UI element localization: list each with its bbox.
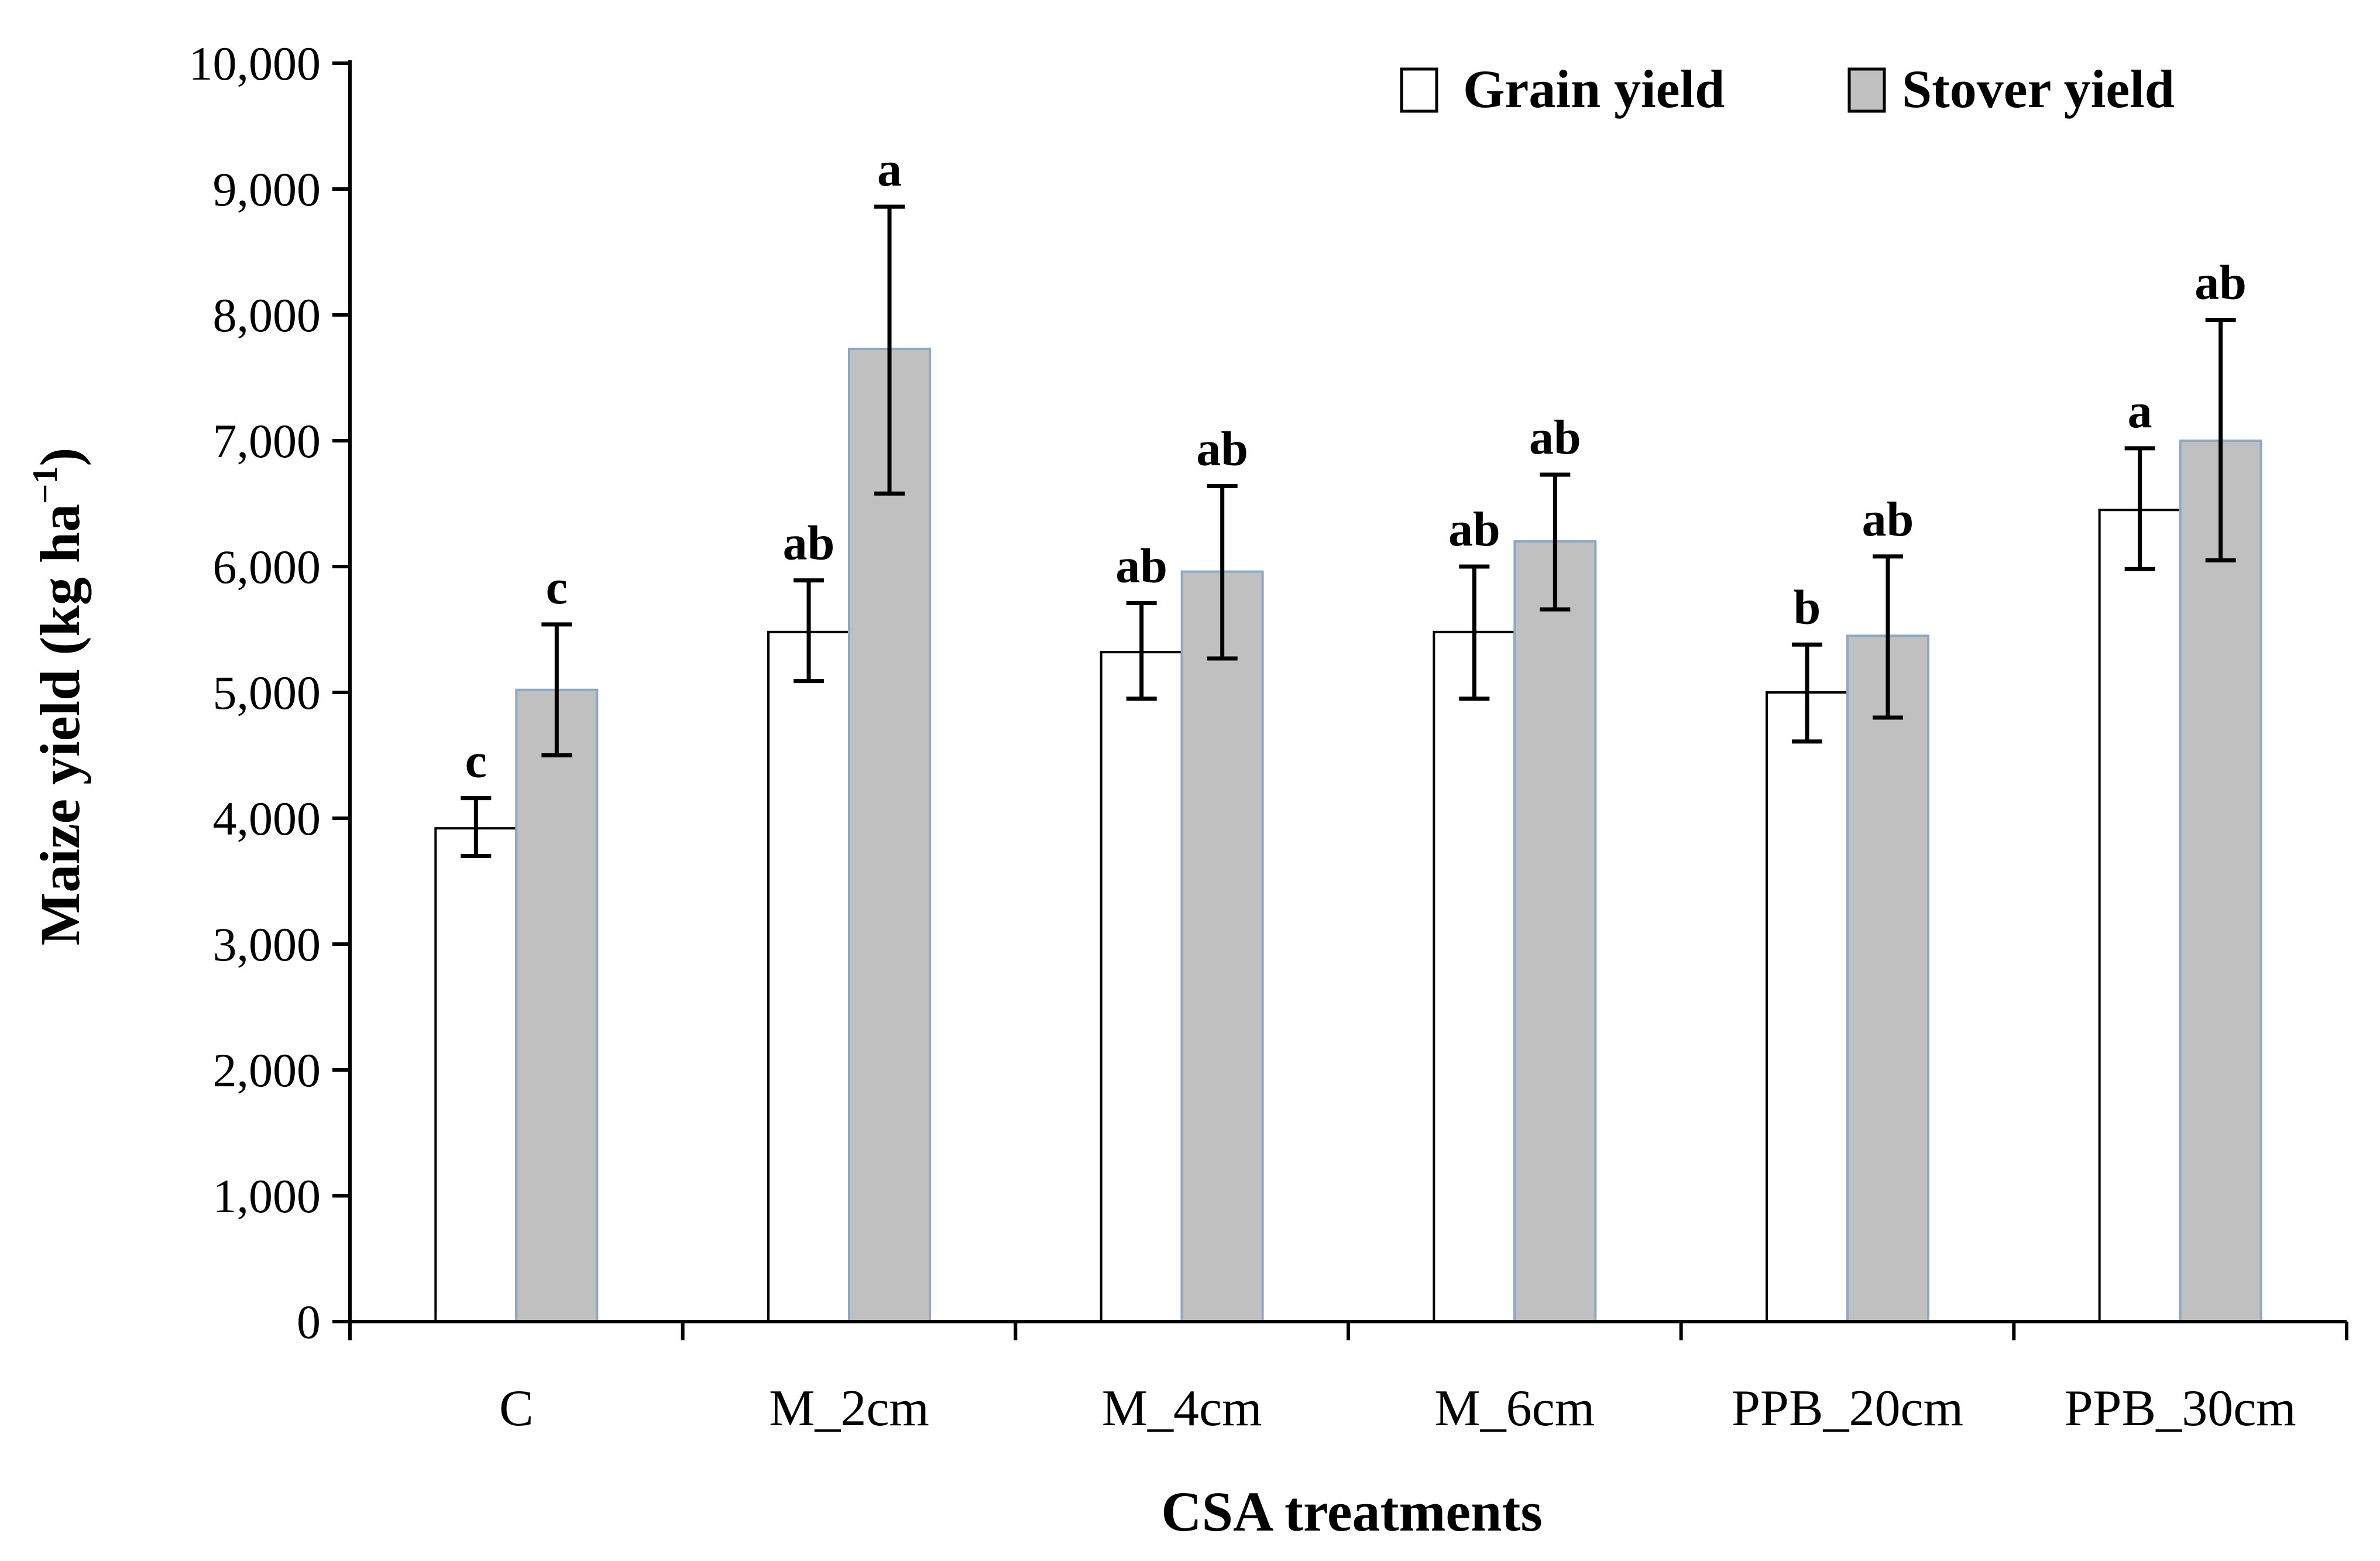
stover-yield-bar (848, 348, 931, 1323)
x-tick-label: M_2cm (769, 1380, 929, 1437)
grain-significance-label: ab (1448, 502, 1500, 557)
grain-yield-bar (1100, 651, 1183, 1323)
stover-yield-bar (1846, 634, 1929, 1323)
x-axis-title: CSA treatments (1161, 1480, 1542, 1543)
grain-significance-label: b (1794, 580, 1821, 634)
y-tick-label: 6,000 (213, 540, 321, 593)
y-axis-title-close: ) (29, 448, 91, 466)
legend: Grain yield Stover yield (1400, 59, 2175, 119)
y-axis-title: Maize yield (kg ha−1) (26, 448, 91, 946)
grain-yield-bar (1766, 691, 1849, 1323)
legend-swatch-stover (1847, 67, 1886, 113)
grain-significance-label: ab (1115, 538, 1167, 593)
stover-significance-label: ab (1196, 421, 1248, 476)
stover-yield-bar (515, 688, 599, 1323)
legend-label-grain: Grain yield (1463, 59, 1725, 119)
grain-yield-bar (767, 630, 850, 1323)
grain-yield-bar (2098, 509, 2182, 1323)
legend-label-stover: Stover yield (1902, 59, 2175, 119)
legend-swatch-grain (1400, 67, 1438, 113)
error-bar-group (461, 204, 2236, 858)
grain-yield-bar (1433, 630, 1516, 1323)
grain-significance-label: ab (783, 516, 835, 571)
y-tick-label: 8,000 (213, 289, 321, 342)
y-tick-label: 3,000 (213, 918, 321, 971)
stover-significance-label: ab (1529, 410, 1581, 465)
y-tick-label: 2,000 (213, 1044, 321, 1097)
stover-yield-bar (1180, 570, 1264, 1323)
stover-significance-label: c (546, 560, 568, 615)
y-tick-label: 7,000 (213, 414, 321, 468)
axes: 0 1,000 2,000 3,000 4,000 5,000 6,000 7,000 8,00… (189, 37, 2348, 1437)
grain-significance-label: a (2128, 384, 2152, 438)
bar-group (434, 348, 2262, 1323)
y-tick-label: 10,000 (189, 37, 321, 90)
grain-significance-label: c (465, 734, 487, 788)
x-tick-label: M_4cm (1102, 1380, 1262, 1437)
y-tick-label: 5,000 (213, 666, 321, 719)
y-tick-label: 9,000 (213, 163, 321, 216)
y-axis-title-main: Maize yield (kg ha (29, 504, 91, 946)
x-tick-label: PPB_20cm (1732, 1380, 1963, 1437)
y-axis-title-superscript: −1 (26, 466, 64, 504)
y-tick-label: 0 (297, 1295, 321, 1349)
x-tick-label: PPB_30cm (2065, 1380, 2296, 1437)
stover-significance-label: ab (1862, 492, 1914, 547)
grain-yield-bar (434, 827, 518, 1323)
x-tick-label: M_6cm (1434, 1380, 1595, 1437)
x-tick-label: C (499, 1380, 534, 1437)
stover-significance-label: a (877, 142, 902, 197)
stover-significance-label: ab (2194, 256, 2247, 310)
y-tick-label: 1,000 (213, 1169, 321, 1223)
stover-yield-bar (2179, 440, 2262, 1323)
y-tick-label: 4,000 (213, 792, 321, 845)
stover-yield-bar (1513, 540, 1597, 1323)
